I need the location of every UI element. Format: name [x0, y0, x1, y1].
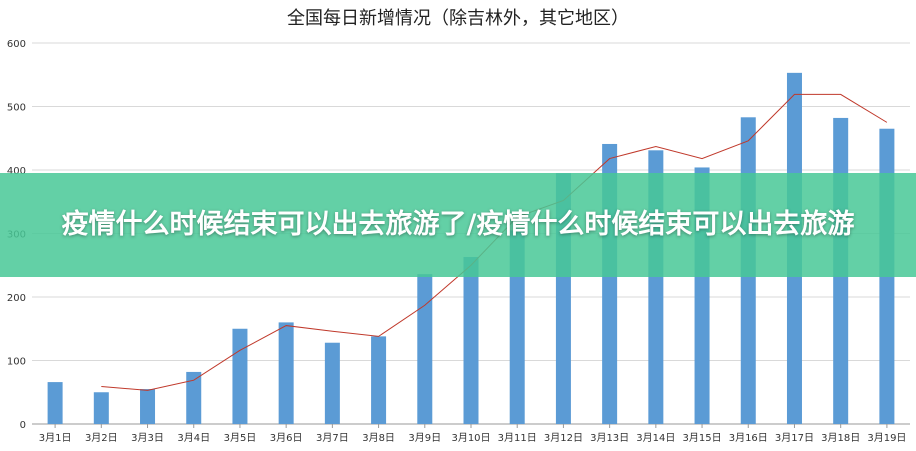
x-tick-label: 3月15日: [683, 432, 722, 444]
x-tick-label: 3月12日: [544, 432, 583, 444]
bar: [417, 274, 433, 424]
y-tick-label: 600: [7, 39, 26, 50]
bar: [278, 322, 294, 424]
x-tick-label: 3月17日: [775, 432, 814, 444]
chart-title: 全国每日新增情况（除吉林外，其它地区）: [287, 8, 629, 29]
bar: [186, 371, 202, 424]
x-tick-label: 3月14日: [636, 432, 675, 444]
y-tick-label: 400: [7, 166, 26, 177]
bar: [463, 256, 479, 424]
bar: [324, 342, 340, 424]
x-tick-label: 3月18日: [821, 432, 860, 444]
y-tick-label: 200: [7, 293, 26, 304]
x-tick-label: 3月11日: [498, 432, 537, 444]
x-tick-label: 3月16日: [729, 432, 768, 444]
y-tick-label: 100: [7, 357, 26, 368]
x-tick-label: 3月10日: [451, 432, 490, 444]
x-tick-label: 3月7日: [316, 432, 349, 444]
x-tick-label: 3月5日: [224, 432, 257, 444]
x-tick-label: 3月8日: [362, 432, 395, 444]
bar: [232, 328, 248, 424]
x-tick-label: 3月2日: [85, 432, 118, 444]
bar: [140, 389, 156, 424]
overlay-banner: 疫情什么时候结束可以出去旅游了/疫情什么时候结束可以出去旅游: [0, 173, 916, 277]
banner-text: 疫情什么时候结束可以出去旅游了/疫情什么时候结束可以出去旅游: [61, 209, 855, 240]
x-axis: 3月1日 3月2日 3月3日 3月4日 3月5日 3月6日 3月7日 3月8日 3月9日 3月10…: [39, 424, 906, 444]
x-tick-label: 3月9日: [408, 432, 441, 444]
y-tick-label: 500: [7, 103, 26, 114]
bar: [509, 230, 525, 424]
bar: [93, 392, 109, 424]
x-tick-label: 3月6日: [270, 432, 303, 444]
y-tick-label: 0: [20, 420, 26, 431]
x-tick-label: 3月3日: [131, 432, 164, 444]
x-tick-label: 3月19日: [867, 432, 906, 444]
bar: [47, 382, 63, 424]
x-tick-label: 3月4日: [177, 432, 210, 444]
x-tick-label: 3月13日: [590, 432, 629, 444]
bar: [371, 336, 387, 424]
x-tick-label: 3月1日: [39, 432, 72, 444]
